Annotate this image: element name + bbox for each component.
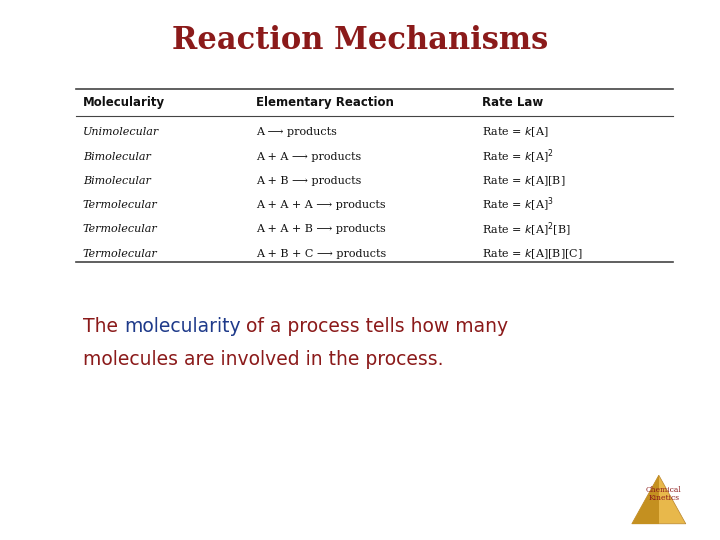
Text: A + A + B ⟶ products: A + A + B ⟶ products	[256, 225, 385, 234]
Text: Molecularity: Molecularity	[83, 96, 165, 109]
Text: Bimolecular: Bimolecular	[83, 152, 150, 161]
Text: A ⟶ products: A ⟶ products	[256, 127, 336, 137]
Text: Rate = $k$[A]$^2$: Rate = $k$[A]$^2$	[482, 147, 554, 166]
Text: A + B ⟶ products: A + B ⟶ products	[256, 176, 361, 186]
Polygon shape	[632, 475, 685, 524]
Text: Unimolecular: Unimolecular	[83, 127, 159, 137]
Text: Termolecular: Termolecular	[83, 200, 158, 210]
Text: of a process tells how many: of a process tells how many	[240, 317, 508, 336]
Text: Rate = $k$[A][B]: Rate = $k$[A][B]	[482, 174, 566, 188]
Polygon shape	[632, 475, 659, 524]
Text: molecularity: molecularity	[124, 317, 240, 336]
Text: The: The	[83, 317, 124, 336]
Text: Rate = $k$[A]$^2$[B]: Rate = $k$[A]$^2$[B]	[482, 220, 571, 239]
Text: Rate Law: Rate Law	[482, 96, 544, 109]
Text: Termolecular: Termolecular	[83, 249, 158, 259]
Text: Reaction Mechanisms: Reaction Mechanisms	[172, 25, 548, 56]
Text: A + B + C ⟶ products: A + B + C ⟶ products	[256, 249, 386, 259]
Text: Chemical: Chemical	[646, 486, 682, 494]
Text: Rate = $k$[A]: Rate = $k$[A]	[482, 125, 549, 139]
Text: Rate = $k$[A][B][C]: Rate = $k$[A][B][C]	[482, 247, 583, 261]
Text: A + A + A ⟶ products: A + A + A ⟶ products	[256, 200, 385, 210]
Text: Rate = $k$[A]$^3$: Rate = $k$[A]$^3$	[482, 196, 554, 214]
Text: Elementary Reaction: Elementary Reaction	[256, 96, 393, 109]
Text: Termolecular: Termolecular	[83, 225, 158, 234]
Text: molecules are involved in the process.: molecules are involved in the process.	[83, 349, 444, 369]
Text: A + A ⟶ products: A + A ⟶ products	[256, 152, 361, 161]
Text: Kinetics: Kinetics	[648, 495, 680, 502]
Text: Bimolecular: Bimolecular	[83, 176, 150, 186]
